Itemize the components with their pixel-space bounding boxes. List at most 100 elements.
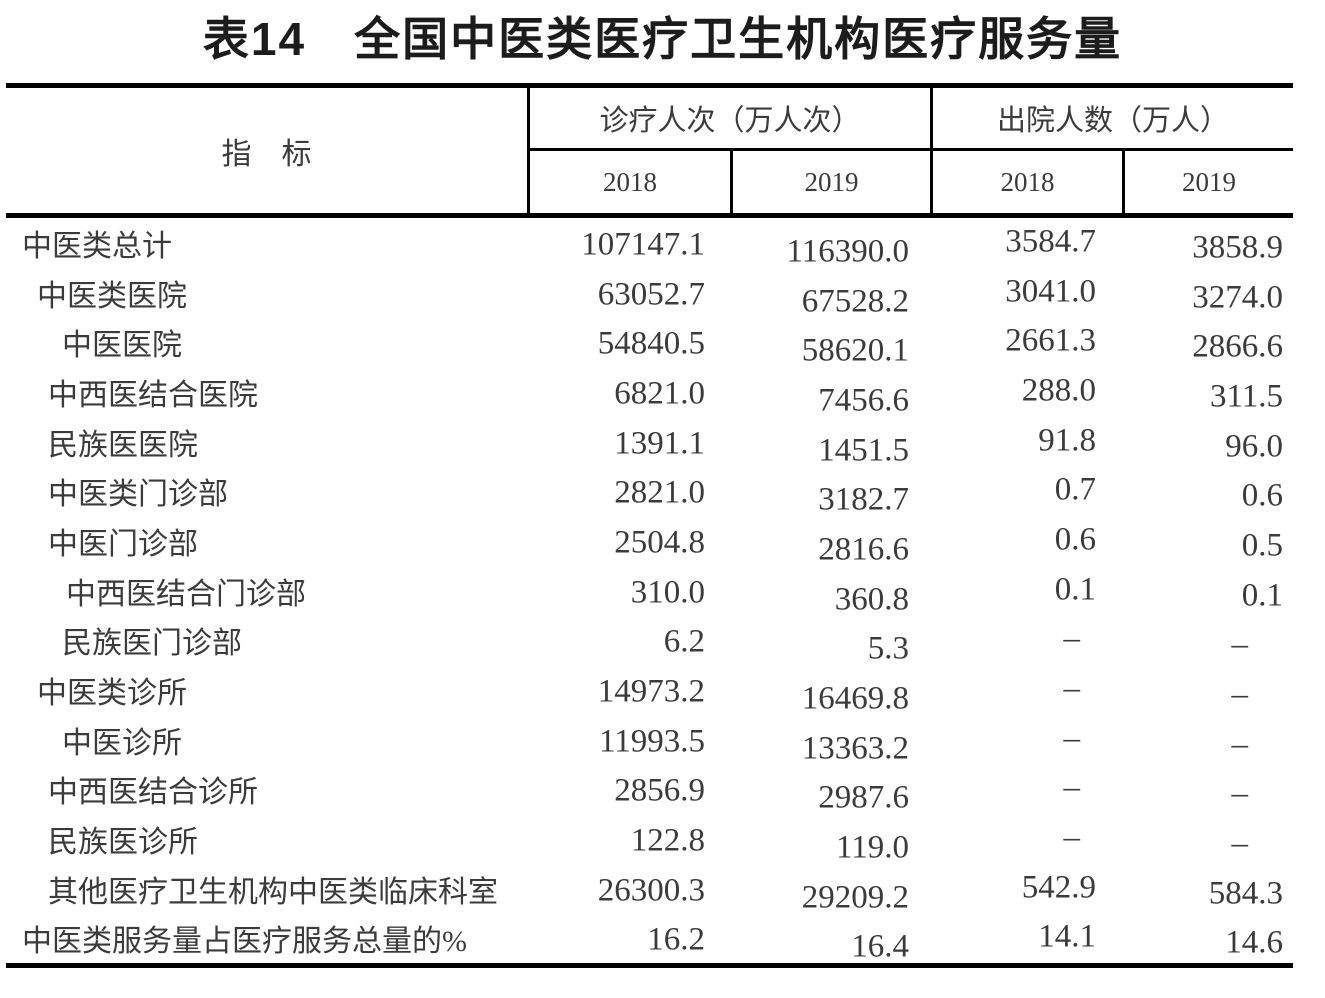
visits-2019-value: 58620.1 [801,332,909,369]
row-label: 中医门诊部 [48,527,198,561]
discharges-2019-value: 3858.9 [1192,229,1283,266]
table-row: 民族医诊所 122.8 119.0 – – [0,814,1325,866]
visits-2018-value: 54840.5 [597,325,705,362]
discharges-group-header: 出院人数（万人） [996,105,1229,137]
discharges-2018-column-header: 2018 [1000,166,1055,197]
discharges-2019-value: 311.5 [1209,378,1283,415]
visits-2018-value: 6.2 [663,623,705,660]
row-label: 中医类服务量占医疗服务总量的% [22,925,467,959]
discharges-2018-value: 0.6 [1054,521,1096,558]
table-row: 民族医门诊部 6.2 5.3 – – [0,615,1325,667]
discharges-2019-value: – [1231,626,1249,663]
discharges-2019-value: 96.0 [1225,428,1283,465]
row-label: 中西医结合医院 [48,378,258,412]
header-vertical-divider [527,88,530,213]
row-label: 民族医诊所 [48,825,198,859]
header-vertical-divider [1122,151,1125,213]
discharges-2019-value: 2866.6 [1192,328,1283,365]
table-row: 中西医结合医院 6821.0 7456.6 288.0 311.5 [0,367,1325,419]
visits-2019-value: 16.4 [851,928,909,965]
visits-2019-value: 67528.2 [801,283,909,319]
row-label: 中医类医院 [37,279,187,313]
header-vertical-divider [930,88,933,213]
visits-2018-value: 11993.5 [598,723,705,760]
discharges-2018-value: – [1063,670,1081,707]
table-title: 表14 全国中医类医疗卫生机构医疗服务量 [202,13,1123,65]
table-row: 中医类医院 63052.7 67528.2 3041.0 3274.0 [0,268,1325,319]
table-body: 中医类总计 107147.1 116390.0 3584.7 3858.9 中医… [0,218,1325,965]
discharges-2018-value: 0.1 [1054,571,1096,608]
visits-2018-column-header: 2018 [603,166,657,197]
visits-2018-value: 14973.2 [597,673,705,710]
discharges-2018-value: 91.8 [1038,422,1096,459]
visits-2018-value: 122.8 [630,822,705,859]
visits-2019-value: 16469.8 [801,680,909,717]
discharges-2018-value: – [1063,720,1081,757]
discharges-2018-value: 2661.3 [1005,322,1096,359]
discharges-2019-value: – [1231,775,1249,812]
table-row: 其他医疗卫生机构中医类临床科室 26300.3 29209.2 542.9 58… [0,864,1325,916]
row-label: 中西医结合门诊部 [66,577,306,611]
visits-2019-value: 7456.6 [818,382,909,419]
table-row: 中西医结合诊所 2856.9 2987.6 – – [0,764,1325,816]
table-row: 中医类门诊部 2821.0 3182.7 0.7 0.6 [0,466,1325,518]
discharges-2019-column-header: 2019 [1182,166,1236,197]
discharges-2019-value: 0.5 [1241,527,1283,564]
visits-2019-value: 360.8 [834,581,909,618]
visits-2018-value: 6821.0 [614,375,705,412]
table-row: 中医类总计 107147.1 116390.0 3584.7 3858.9 [0,218,1325,270]
row-label: 其他医疗卫生机构中医类临床科室 [48,875,498,909]
visits-2018-value: 310.0 [630,574,705,611]
table-row: 中西医结合门诊部 310.0 360.8 0.1 0.1 [0,566,1325,618]
visits-2019-value: 116390.0 [786,233,909,270]
visits-2018-value: 2504.8 [614,524,705,561]
visits-2019-column-header: 2019 [804,166,859,197]
header-bottom-rule [6,213,1293,218]
discharges-2018-value: 3584.7 [1005,223,1096,260]
discharges-2018-value: 3041.0 [1005,273,1096,309]
table-bottom-rule [6,963,1293,968]
visits-group-header: 诊疗人次（万人次） [599,105,861,137]
table-row: 中医诊所 11993.5 13363.2 – – [0,715,1325,767]
discharges-2018-value: – [1063,819,1081,856]
visits-2019-value: 119.0 [835,829,909,866]
row-label: 中医类门诊部 [48,478,228,512]
visits-2018-value: 26300.3 [597,872,705,909]
visits-2018-value: 2856.9 [614,772,705,809]
discharges-2019-value: 3274.0 [1192,279,1283,315]
discharges-2018-value: 288.0 [1021,372,1096,409]
discharges-2019-value: – [1231,825,1249,862]
visits-2019-value: 2816.6 [818,531,909,568]
header-vertical-divider [730,151,733,213]
table-row: 中医类服务量占医疗服务总量的% 16.2 16.4 14.1 14.6 [0,913,1325,965]
discharges-2019-value: 14.6 [1225,924,1283,961]
row-label: 中医类诊所 [37,676,187,710]
discharges-2018-value: – [1063,769,1081,806]
row-label: 中医医院 [62,329,182,363]
discharges-2018-value: 14.1 [1038,918,1096,955]
row-label: 中医诊所 [62,726,182,760]
visits-2018-value: 2821.0 [614,474,705,511]
discharges-2019-value: 584.3 [1208,875,1283,912]
discharges-2019-value: 0.1 [1241,577,1283,614]
row-label: 民族医门诊部 [62,627,242,661]
discharges-2018-value: 0.7 [1054,471,1096,508]
row-label: 中医类总计 [22,229,172,263]
visits-2019-value: 13363.2 [801,730,909,767]
visits-2018-value: 1391.1 [614,425,705,462]
row-label: 民族医医院 [48,428,198,462]
table-row: 民族医医院 1391.1 1451.5 91.8 96.0 [0,417,1325,469]
discharges-2019-value: 0.6 [1241,477,1283,514]
discharges-2019-value: – [1231,726,1249,763]
visits-2019-value: 5.3 [867,630,909,667]
discharges-2018-value: 542.9 [1021,869,1096,906]
visits-2019-value: 1451.5 [818,432,909,469]
table-row: 中医门诊部 2504.8 2816.6 0.6 0.5 [0,516,1325,568]
header-subdivider-rule [528,148,1293,151]
visits-2018-value: 107147.1 [581,226,705,263]
visits-2019-value: 2987.6 [818,779,909,816]
indicator-column-header: 指 标 [221,137,312,171]
visits-2019-value: 29209.2 [801,879,909,916]
table-row: 中医医院 54840.5 58620.1 2661.3 2866.6 [0,317,1325,369]
